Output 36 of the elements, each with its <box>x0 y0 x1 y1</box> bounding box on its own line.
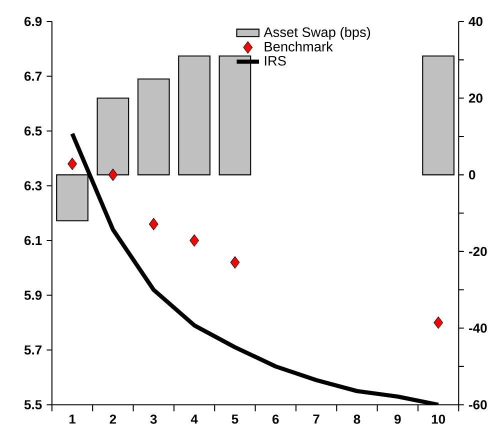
bar <box>422 55 455 176</box>
y-tick-label: 5.7 <box>24 345 42 355</box>
y2-tick-label: -20 <box>468 246 487 256</box>
y-tick-label: 5.5 <box>24 400 42 410</box>
y-tick-label: 6.9 <box>24 16 42 26</box>
x-tick-label: 1 <box>69 414 76 424</box>
legend-label: Asset Swap (bps) <box>264 26 370 40</box>
x-tick-label: 10 <box>432 414 446 424</box>
y-tick-label: 6.5 <box>24 126 42 136</box>
bar <box>178 55 210 176</box>
x-tick-label: 8 <box>354 414 360 424</box>
x-tick-label: 6 <box>272 414 279 424</box>
point <box>68 158 77 170</box>
y2-tick-label: 40 <box>468 16 482 26</box>
y2-tick-label: -40 <box>468 323 487 333</box>
x-tick-label: 9 <box>394 414 401 424</box>
point <box>434 316 443 329</box>
y-tick-label: 6.7 <box>24 72 42 81</box>
y2-tick-label: 0 <box>468 170 476 180</box>
point <box>148 218 158 230</box>
x-tick-label: 2 <box>110 414 116 424</box>
y-tick-label: 6.3 <box>24 181 42 190</box>
x-tick-label: 4 <box>190 414 198 424</box>
legend-label: IRS <box>264 56 286 66</box>
point <box>230 256 240 269</box>
x-tick-label: 3 <box>150 414 157 424</box>
y2-tick-label: -60 <box>468 400 487 410</box>
legend-label: Benchmark <box>264 41 333 52</box>
bar <box>137 78 170 176</box>
y2-tick-label: 20 <box>468 94 482 103</box>
y-tick-label: 6.1 <box>24 236 42 246</box>
point <box>108 168 118 181</box>
y-tick-label: 5.9 <box>24 290 42 300</box>
x-tick-label: 7 <box>313 414 320 424</box>
x-tick-label: 5 <box>232 414 238 424</box>
point <box>190 234 199 247</box>
